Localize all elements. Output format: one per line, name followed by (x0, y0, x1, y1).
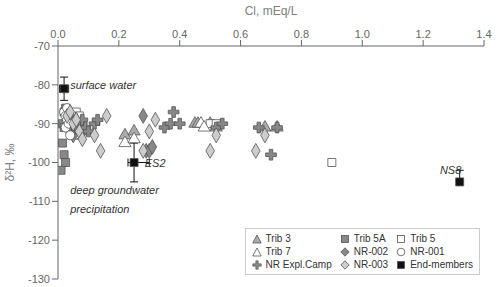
html-text:NR Expl.Camp: NR Expl.Camp (265, 259, 332, 270)
svg-text:ES2: ES2 (145, 157, 166, 169)
html-text:Trib 5A: Trib 5A (353, 233, 386, 244)
svg-text:-90: -90 (34, 118, 50, 130)
svg-text:-130: -130 (28, 273, 50, 285)
svg-text:0.6: 0.6 (233, 28, 248, 40)
svg-text:-70: -70 (34, 40, 50, 52)
html-text:End-members: End-members (410, 259, 473, 270)
svg-text:deep groundwater: deep groundwater (70, 184, 160, 196)
svg-text:-100: -100 (28, 156, 50, 168)
html-text:Trib 3: Trib 3 (265, 233, 291, 244)
svg-text:-110: -110 (29, 195, 50, 207)
html-text:NR-003: NR-003 (353, 259, 389, 270)
svg-text:surface water: surface water (70, 79, 137, 91)
svg-text:precipitation: precipitation (69, 203, 129, 215)
svg-text:0.4: 0.4 (172, 28, 187, 40)
svg-text:0.2: 0.2 (111, 28, 126, 40)
svg-text:Cl, mEq/L: Cl, mEq/L (245, 4, 298, 18)
svg-text:-120: -120 (28, 234, 50, 246)
svg-text:0.8: 0.8 (294, 28, 309, 40)
html-text:Trib 7: Trib 7 (265, 246, 291, 257)
svg-text:0.0: 0.0 (50, 28, 65, 40)
html-text:Trib 5: Trib 5 (410, 233, 436, 244)
svg-text:δ²H, ‰: δ²H, ‰ (8, 143, 17, 181)
svg-text:1.0: 1.0 (355, 28, 370, 40)
svg-text:-80: -80 (34, 79, 50, 91)
svg-text:1.2: 1.2 (415, 28, 430, 40)
svg-text:1.4: 1.4 (476, 28, 491, 40)
svg-text:NS8: NS8 (440, 164, 462, 176)
html-text:NR-001: NR-001 (410, 246, 445, 257)
html-text:NR-002: NR-002 (353, 246, 389, 257)
